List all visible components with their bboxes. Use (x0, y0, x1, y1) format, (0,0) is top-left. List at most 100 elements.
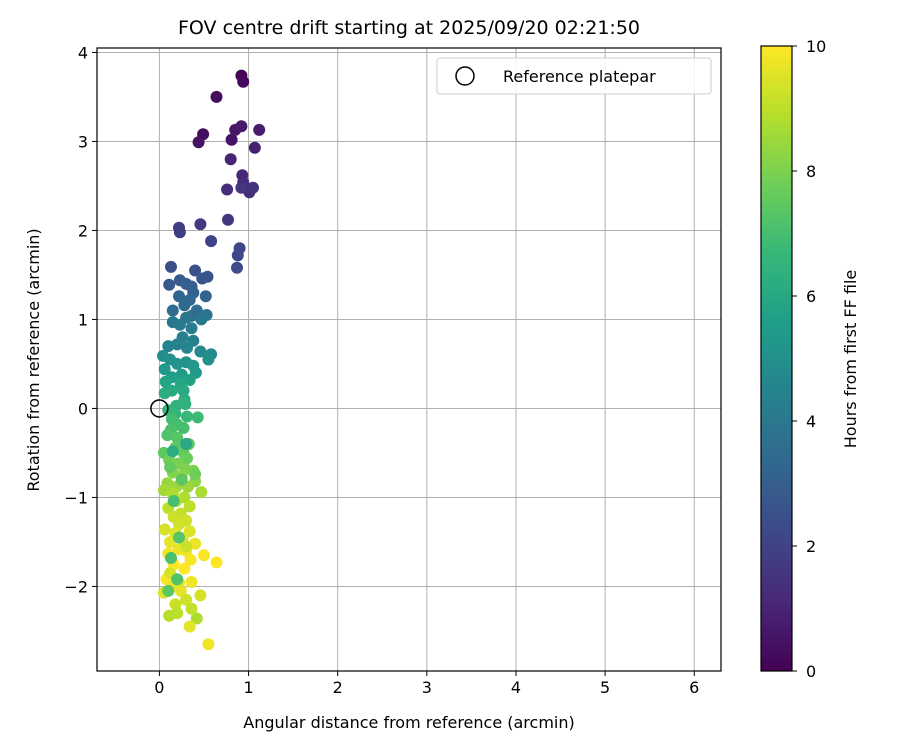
data-point (163, 609, 176, 622)
colorbar-tick-label: 6 (806, 287, 816, 306)
data-point (191, 411, 204, 424)
legend-marker (455, 66, 475, 86)
data-point (166, 445, 179, 458)
data-point (198, 549, 210, 562)
data-point (164, 461, 177, 474)
data-point (163, 278, 176, 291)
data-point (159, 375, 172, 388)
data-point (189, 468, 202, 481)
data-point (173, 226, 186, 239)
data-point (180, 438, 193, 450)
colorbar-tick-label: 10 (806, 37, 826, 56)
colorbar (761, 46, 792, 671)
data-point (195, 313, 208, 326)
data-point (210, 556, 223, 569)
data-point (180, 593, 193, 606)
data-point (194, 345, 207, 358)
data-point (189, 264, 202, 277)
x-tick-label: 5 (600, 678, 610, 697)
data-point (177, 422, 190, 434)
x-axis-ticks: 0 1 2 3 4 5 6 (154, 671, 699, 697)
colorbar-tick-label: 4 (806, 412, 816, 431)
x-tick-label: 1 (243, 678, 253, 697)
data-point (253, 123, 266, 136)
data-point (225, 133, 238, 146)
data-point (237, 75, 250, 88)
x-axis-label: Angular distance from reference (arcmin) (243, 713, 574, 732)
data-point (189, 537, 202, 550)
data-point (171, 431, 184, 444)
colorbar-tick-label: 0 (806, 662, 816, 681)
y-tick-label: −1 (64, 488, 88, 507)
data-point (231, 261, 243, 274)
data-point (180, 540, 193, 553)
legend: Reference platepar (436, 57, 712, 95)
legend-box (436, 57, 712, 95)
data-point (235, 181, 248, 194)
data-point (178, 562, 191, 575)
legend-label: Reference platepar (503, 67, 656, 86)
data-point (224, 153, 237, 166)
colorbar-label: Hours from first FF file (841, 270, 860, 449)
data-point (184, 553, 197, 566)
y-axis-ticks: −2 −1 0 1 2 3 4 (64, 43, 97, 596)
x-tick-label: 6 (689, 678, 699, 697)
plot-area (97, 48, 721, 671)
data-point (183, 620, 196, 633)
data-point (194, 589, 207, 602)
data-point (221, 183, 234, 196)
data-point (167, 495, 180, 507)
data-point (175, 473, 188, 486)
colorbar-tick-label: 2 (806, 537, 816, 556)
data-point (165, 552, 177, 564)
data-point (235, 120, 248, 133)
colorbar-tick-label: 8 (806, 162, 816, 181)
chart-title: FOV centre drift starting at 2025/09/20 … (178, 17, 640, 39)
data-point (165, 260, 177, 273)
y-tick-label: −2 (64, 577, 88, 596)
data-point (173, 290, 185, 303)
data-point (173, 318, 186, 331)
data-point (202, 353, 215, 366)
data-point (178, 299, 191, 312)
data-point (247, 181, 259, 194)
data-point (181, 410, 193, 423)
data-point (158, 523, 171, 536)
plot-frame (96, 47, 722, 672)
data-point (199, 290, 212, 303)
data-point (158, 387, 171, 400)
data-point (248, 141, 261, 154)
scatter-points (157, 69, 266, 651)
data-point (162, 340, 175, 353)
data-point (171, 338, 184, 351)
y-tick-label: 3 (78, 132, 88, 151)
data-point (205, 235, 218, 248)
data-point (177, 384, 190, 397)
data-point (210, 90, 223, 103)
data-point (185, 322, 198, 335)
data-point (173, 531, 185, 544)
colorbar-frame (760, 45, 793, 672)
x-tick-label: 4 (511, 678, 521, 697)
data-point (185, 576, 198, 588)
data-point (181, 341, 193, 354)
data-point (185, 602, 198, 615)
data-point (158, 363, 171, 376)
data-point (183, 500, 196, 513)
data-point (222, 213, 234, 226)
colorbar-ticks: 0 2 4 6 8 10 (792, 37, 826, 681)
reference-platepar-marker (150, 399, 169, 418)
data-point (162, 584, 175, 597)
x-tick-label: 0 (154, 678, 164, 697)
y-tick-label: 0 (78, 399, 88, 418)
data-point (190, 612, 203, 625)
data-point (171, 573, 184, 586)
y-tick-label: 1 (78, 310, 88, 329)
data-point (166, 304, 179, 317)
data-point (195, 486, 208, 499)
data-point (231, 249, 244, 262)
data-point (196, 272, 209, 285)
data-point (164, 536, 177, 548)
data-point (171, 357, 184, 370)
